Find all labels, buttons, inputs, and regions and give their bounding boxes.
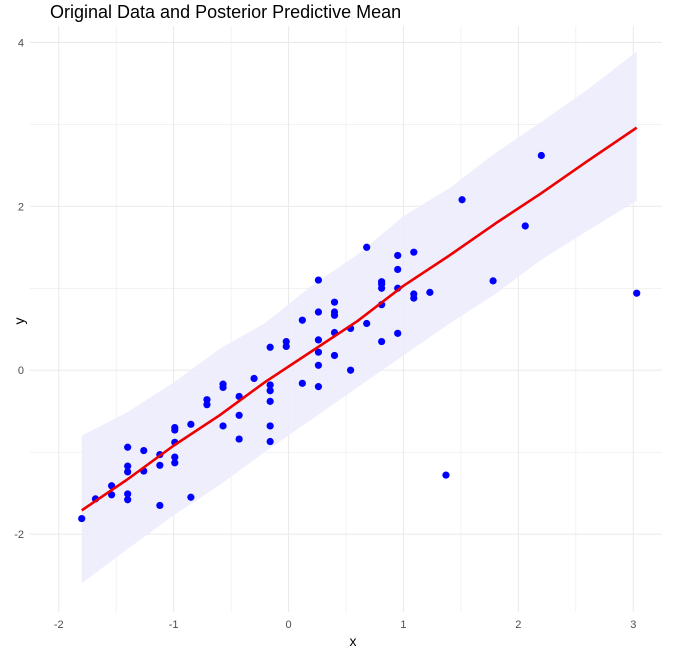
data-point: [378, 284, 386, 292]
data-point: [235, 411, 243, 419]
data-point: [330, 351, 339, 360]
x-tick-label: -1: [169, 619, 179, 631]
y-axis-title: y: [11, 318, 27, 325]
posterior-mean-line: [80, 126, 638, 512]
chart-title: Original Data and Posterior Predictive M…: [50, 2, 402, 22]
x-axis-title: x: [350, 633, 357, 649]
data-point: [521, 222, 529, 230]
x-tick-label: 2: [515, 619, 521, 631]
tick-labels: -2 -1 0 1 2 3 -2 0 2 4: [14, 37, 636, 631]
x-tick-label: 1: [400, 619, 406, 631]
data-point: [298, 316, 306, 324]
data-point: [203, 401, 211, 409]
data-point: [219, 422, 227, 430]
data-point: [426, 288, 434, 296]
data-point: [298, 379, 306, 387]
data-point: [394, 251, 402, 260]
data-point: [314, 361, 323, 369]
mean-line: [80, 126, 638, 512]
data-point: [633, 289, 641, 297]
data-point: [266, 387, 274, 395]
data-point: [378, 337, 386, 346]
data-point: [489, 277, 497, 285]
x-tick-label: 0: [285, 619, 291, 631]
data-point: [266, 422, 274, 430]
grid: [30, 26, 662, 612]
data-point: [124, 443, 132, 451]
data-point: [537, 151, 545, 160]
y-tick-label: 4: [18, 37, 24, 49]
data-point: [235, 435, 243, 443]
data-point: [410, 248, 418, 256]
data-point: [107, 491, 116, 499]
data-point: [171, 459, 179, 467]
y-tick-label: 0: [18, 365, 24, 377]
data-point: [124, 462, 132, 470]
data-point: [346, 366, 355, 374]
data-point: [330, 298, 339, 306]
data-point: [171, 426, 179, 434]
data-point: [314, 348, 323, 356]
data-point: [219, 383, 227, 392]
x-tick-label: 3: [630, 619, 636, 631]
data-point: [171, 453, 179, 461]
data-point: [266, 437, 274, 446]
data-point: [187, 493, 195, 501]
data-point: [266, 381, 274, 389]
data-point: [124, 496, 132, 504]
data-point: [410, 294, 418, 302]
y-tick-label: 2: [18, 201, 24, 213]
data-point: [458, 196, 466, 204]
data-point: [394, 329, 402, 337]
data-point: [250, 374, 258, 383]
data-point: [363, 243, 371, 251]
data-point: [314, 308, 323, 316]
y-tick-label: -2: [14, 529, 24, 541]
data-point: [124, 468, 132, 476]
data-point: [442, 471, 450, 479]
data-point: [282, 342, 290, 351]
band-area: [81, 51, 637, 584]
data-point: [156, 461, 164, 469]
data-point: [363, 319, 371, 328]
data-point: [187, 420, 195, 428]
data-point: [124, 490, 132, 498]
data-point: [314, 336, 323, 344]
data-point: [266, 397, 274, 405]
data-point: [140, 446, 148, 455]
data-point: [394, 265, 402, 274]
data-point: [330, 311, 339, 319]
data-point: [156, 501, 164, 510]
data-point: [266, 343, 274, 351]
credible-band: [81, 51, 637, 584]
data-point: [314, 383, 323, 391]
data-point: [314, 276, 323, 284]
x-tick-label: -2: [54, 619, 64, 631]
data-point: [78, 514, 86, 523]
